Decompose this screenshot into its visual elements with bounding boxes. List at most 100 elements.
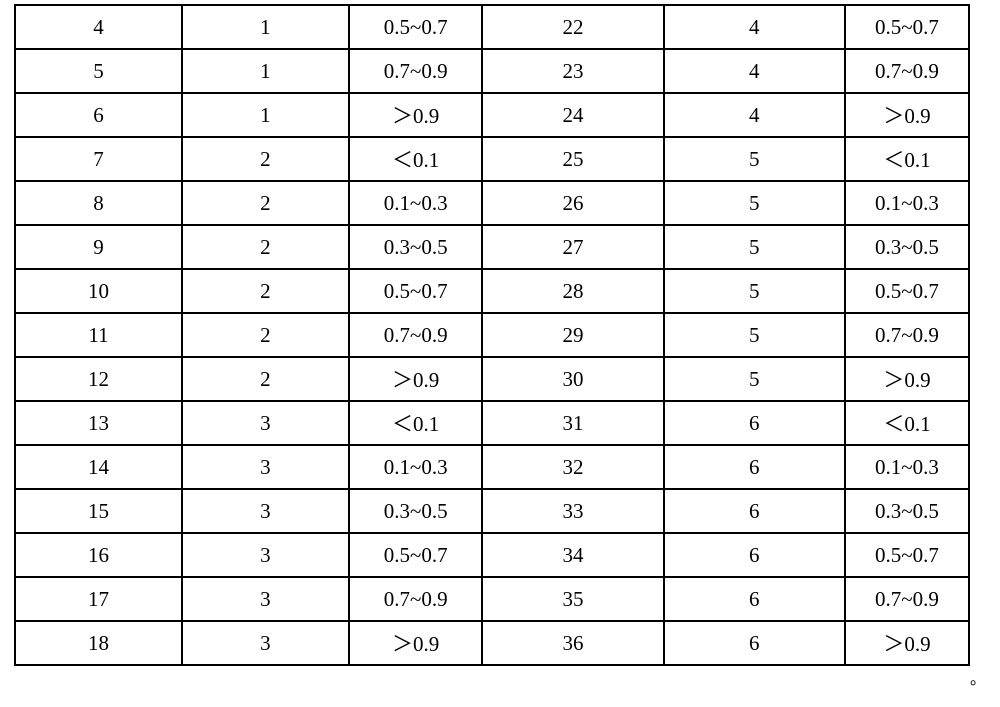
table-cell: ＞0.9 <box>349 357 483 401</box>
table-cell: 5 <box>664 181 845 225</box>
table-cell: 18 <box>15 621 182 665</box>
table-cell: 2 <box>182 181 349 225</box>
table-cell: 11 <box>15 313 182 357</box>
table-cell: 26 <box>482 181 663 225</box>
table-cell: 2 <box>182 225 349 269</box>
table-row: 122＞0.9305＞0.9 <box>15 357 969 401</box>
table-row: 1530.3~0.53360.3~0.5 <box>15 489 969 533</box>
table-cell: 6 <box>15 93 182 137</box>
table-cell: 3 <box>182 533 349 577</box>
table-cell: 0.3~0.5 <box>349 225 483 269</box>
table-row: 1020.5~0.72850.5~0.7 <box>15 269 969 313</box>
table-cell: 4 <box>664 49 845 93</box>
table-cell: 0.1~0.3 <box>845 445 969 489</box>
table-cell: 2 <box>182 313 349 357</box>
table-body: 410.5~0.72240.5~0.7510.7~0.92340.7~0.961… <box>15 5 969 665</box>
table-cell: ＞0.9 <box>845 621 969 665</box>
table-cell: 0.1~0.3 <box>349 445 483 489</box>
table-cell: 0.3~0.5 <box>349 489 483 533</box>
table-cell: 1 <box>182 93 349 137</box>
table-cell: 2 <box>182 357 349 401</box>
table-cell: 9 <box>15 225 182 269</box>
table-row: 61＞0.9244＞0.9 <box>15 93 969 137</box>
table-row: 1730.7~0.93560.7~0.9 <box>15 577 969 621</box>
table-cell: 3 <box>182 621 349 665</box>
table-cell: 6 <box>664 401 845 445</box>
table-cell: 0.5~0.7 <box>845 269 969 313</box>
table-cell: 22 <box>482 5 663 49</box>
table-cell: 2 <box>182 137 349 181</box>
table-cell: ＜0.1 <box>349 137 483 181</box>
table-cell: 36 <box>482 621 663 665</box>
footer-period: 。 <box>970 665 986 689</box>
table-row: 1630.5~0.73460.5~0.7 <box>15 533 969 577</box>
table-cell: ＞0.9 <box>845 93 969 137</box>
table-cell: 34 <box>482 533 663 577</box>
table-cell: 25 <box>482 137 663 181</box>
table-cell: 6 <box>664 533 845 577</box>
table-cell: 5 <box>664 137 845 181</box>
table-row: 820.1~0.32650.1~0.3 <box>15 181 969 225</box>
table-row: 510.7~0.92340.7~0.9 <box>15 49 969 93</box>
table-cell: 0.3~0.5 <box>845 225 969 269</box>
table-cell: ＞0.9 <box>349 93 483 137</box>
table-cell: 35 <box>482 577 663 621</box>
table-cell: 29 <box>482 313 663 357</box>
table-cell: 6 <box>664 445 845 489</box>
table-row: 133＜0.1316＜0.1 <box>15 401 969 445</box>
table-cell: 10 <box>15 269 182 313</box>
table-cell: 13 <box>15 401 182 445</box>
table-cell: 15 <box>15 489 182 533</box>
table-cell: 5 <box>15 49 182 93</box>
table-cell: 3 <box>182 489 349 533</box>
table-cell: 3 <box>182 445 349 489</box>
table-cell: 0.7~0.9 <box>845 313 969 357</box>
table-cell: 0.5~0.7 <box>845 533 969 577</box>
table-cell: 17 <box>15 577 182 621</box>
table-cell: ＜0.1 <box>845 401 969 445</box>
table-cell: ＜0.1 <box>845 137 969 181</box>
table-cell: 5 <box>664 357 845 401</box>
table-row: 183＞0.9366＞0.9 <box>15 621 969 665</box>
table-cell: 1 <box>182 49 349 93</box>
table-cell: 2 <box>182 269 349 313</box>
table-cell: 0.5~0.7 <box>845 5 969 49</box>
table-cell: 27 <box>482 225 663 269</box>
table-cell: 14 <box>15 445 182 489</box>
table-row: 72＜0.1255＜0.1 <box>15 137 969 181</box>
table-cell: 0.1~0.3 <box>845 181 969 225</box>
table-cell: 0.7~0.9 <box>349 49 483 93</box>
table-cell: 7 <box>15 137 182 181</box>
table-cell: 6 <box>664 621 845 665</box>
table-row: 920.3~0.52750.3~0.5 <box>15 225 969 269</box>
table-cell: 1 <box>182 5 349 49</box>
table-cell: 0.5~0.7 <box>349 5 483 49</box>
table-row: 410.5~0.72240.5~0.7 <box>15 5 969 49</box>
table-cell: 0.7~0.9 <box>845 577 969 621</box>
table-cell: 0.3~0.5 <box>845 489 969 533</box>
table-cell: 6 <box>664 577 845 621</box>
table-cell: 4 <box>664 5 845 49</box>
table-cell: 30 <box>482 357 663 401</box>
table-cell: 0.7~0.9 <box>349 577 483 621</box>
table-cell: 28 <box>482 269 663 313</box>
table-cell: 24 <box>482 93 663 137</box>
table-cell: 32 <box>482 445 663 489</box>
table-cell: 0.7~0.9 <box>845 49 969 93</box>
table-cell: 0.7~0.9 <box>349 313 483 357</box>
table-cell: 5 <box>664 269 845 313</box>
table-cell: 5 <box>664 313 845 357</box>
table-cell: 33 <box>482 489 663 533</box>
table-cell: 3 <box>182 577 349 621</box>
table-cell: 4 <box>664 93 845 137</box>
table-cell: 6 <box>664 489 845 533</box>
table-cell: 5 <box>664 225 845 269</box>
table-cell: 12 <box>15 357 182 401</box>
data-table: 410.5~0.72240.5~0.7510.7~0.92340.7~0.961… <box>14 4 970 666</box>
table-cell: ＞0.9 <box>349 621 483 665</box>
table-cell: 31 <box>482 401 663 445</box>
table-row: 1430.1~0.33260.1~0.3 <box>15 445 969 489</box>
table-cell: 8 <box>15 181 182 225</box>
table-cell: ＜0.1 <box>349 401 483 445</box>
table-cell: 23 <box>482 49 663 93</box>
